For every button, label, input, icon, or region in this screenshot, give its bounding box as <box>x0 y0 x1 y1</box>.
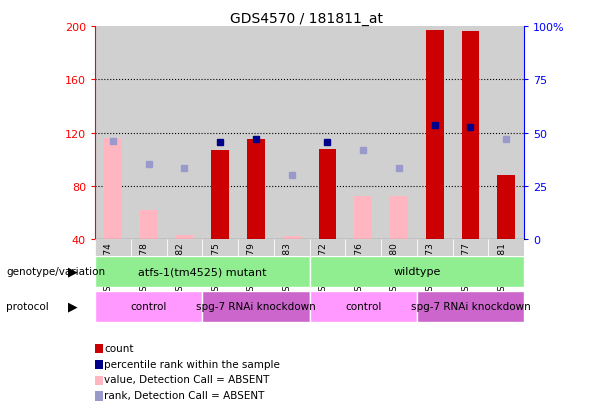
Bar <box>381 240 417 287</box>
Bar <box>95 27 131 240</box>
Bar <box>104 138 122 240</box>
Bar <box>489 240 524 287</box>
Text: wildtype: wildtype <box>393 266 441 277</box>
Bar <box>390 197 408 240</box>
Text: GSM936481: GSM936481 <box>497 242 506 297</box>
Bar <box>310 27 345 240</box>
Text: GSM936480: GSM936480 <box>390 242 399 297</box>
Bar <box>167 240 202 287</box>
Bar <box>462 32 479 240</box>
Text: spg-7 RNAi knockdown: spg-7 RNAi knockdown <box>411 301 530 312</box>
Bar <box>131 27 167 240</box>
Bar <box>489 27 524 240</box>
Text: ▶: ▶ <box>67 300 77 313</box>
Text: value, Detection Call = ABSENT: value, Detection Call = ABSENT <box>104 375 270 385</box>
Text: GSM936472: GSM936472 <box>318 242 327 297</box>
Bar <box>274 240 310 287</box>
Bar <box>417 291 524 322</box>
Bar <box>283 237 300 240</box>
Text: GSM936483: GSM936483 <box>283 242 292 297</box>
Text: ▶: ▶ <box>67 265 77 278</box>
Bar <box>202 291 310 322</box>
Bar <box>247 140 265 240</box>
Text: percentile rank within the sample: percentile rank within the sample <box>104 359 280 369</box>
Text: count: count <box>104 343 134 353</box>
Bar <box>417 27 452 240</box>
Text: GSM936474: GSM936474 <box>104 242 113 297</box>
Text: genotype/variation: genotype/variation <box>6 266 105 276</box>
Bar <box>202 27 238 240</box>
Bar <box>319 149 337 240</box>
Bar <box>95 256 310 287</box>
Text: rank, Detection Call = ABSENT: rank, Detection Call = ABSENT <box>104 390 265 400</box>
Text: GDS4570 / 181811_at: GDS4570 / 181811_at <box>230 12 383 26</box>
Text: control: control <box>345 301 381 312</box>
Text: GSM936482: GSM936482 <box>175 242 185 297</box>
Bar <box>202 240 238 287</box>
Bar <box>95 240 131 287</box>
Text: control: control <box>131 301 167 312</box>
Bar <box>426 31 444 240</box>
Bar <box>452 27 489 240</box>
Bar <box>167 27 202 240</box>
Bar <box>238 240 274 287</box>
Text: protocol: protocol <box>6 301 49 311</box>
Bar <box>310 256 524 287</box>
Bar <box>175 235 193 240</box>
Bar <box>211 150 229 240</box>
Bar <box>452 240 489 287</box>
Text: GSM936476: GSM936476 <box>354 242 363 297</box>
Text: atfs-1(tm4525) mutant: atfs-1(tm4525) mutant <box>138 266 267 277</box>
Bar <box>417 240 452 287</box>
Bar <box>274 27 310 240</box>
Bar <box>345 27 381 240</box>
Bar <box>131 240 167 287</box>
Text: GSM936479: GSM936479 <box>247 242 256 297</box>
Bar <box>140 210 158 240</box>
Bar <box>238 27 274 240</box>
Text: GSM936478: GSM936478 <box>140 242 149 297</box>
Bar <box>95 291 202 322</box>
Bar <box>381 27 417 240</box>
Text: GSM936473: GSM936473 <box>425 242 435 297</box>
Bar <box>354 197 372 240</box>
Bar <box>497 176 515 240</box>
Text: GSM936475: GSM936475 <box>211 242 220 297</box>
Bar <box>345 240 381 287</box>
Text: GSM936477: GSM936477 <box>462 242 471 297</box>
Text: spg-7 RNAi knockdown: spg-7 RNAi knockdown <box>196 301 316 312</box>
Bar <box>310 240 345 287</box>
Bar <box>310 291 417 322</box>
